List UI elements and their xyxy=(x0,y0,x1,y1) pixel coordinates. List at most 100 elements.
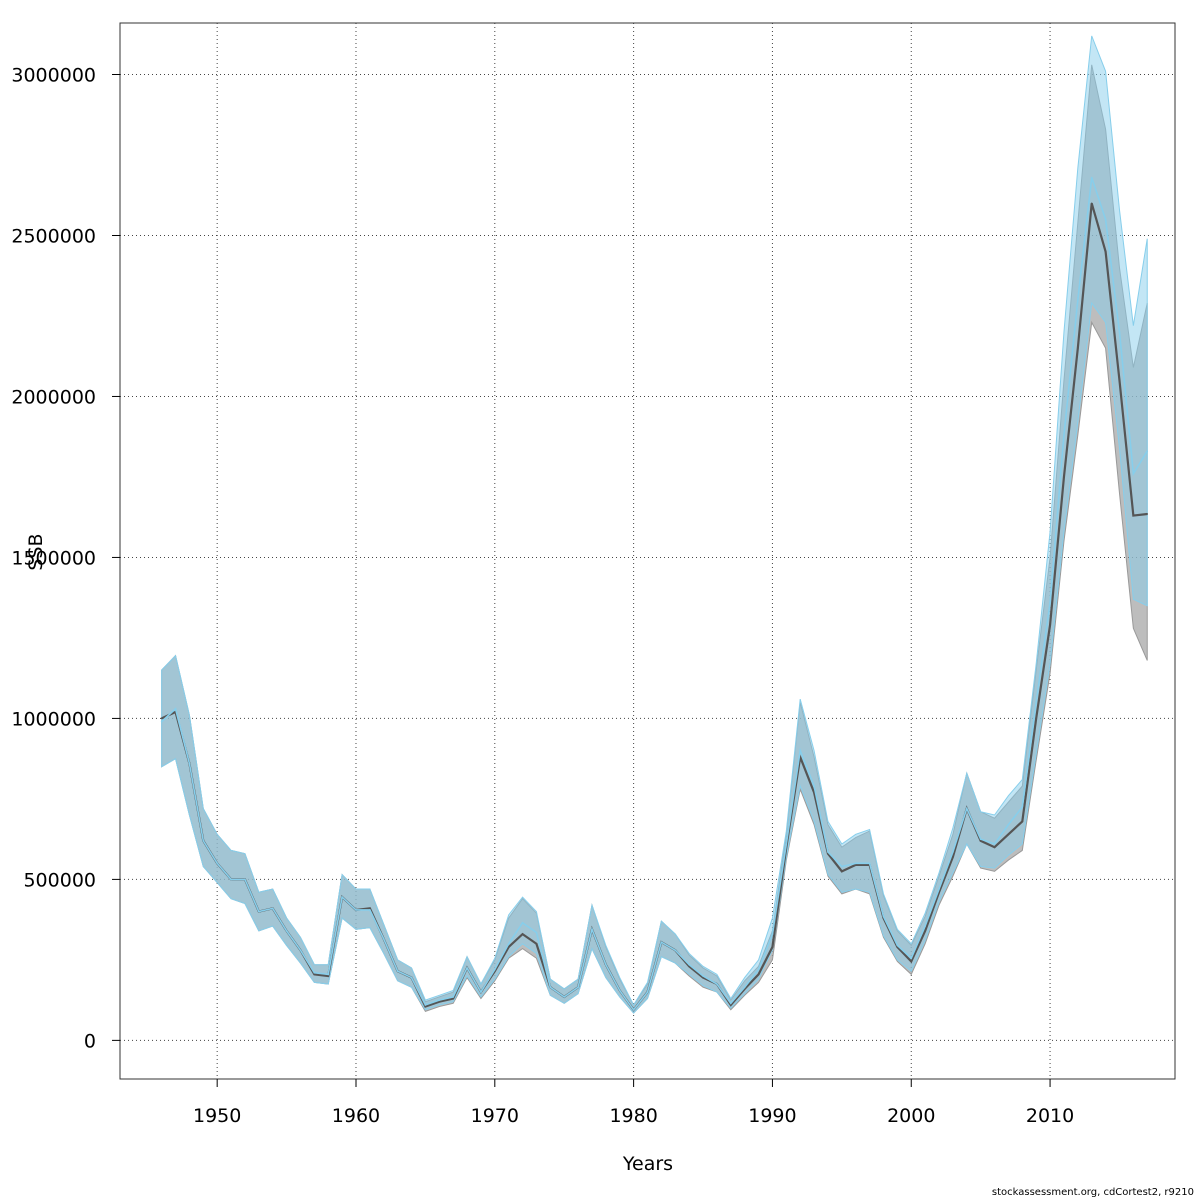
series-1-point xyxy=(813,791,815,794)
series-1-point xyxy=(924,930,926,932)
series-1-point xyxy=(1118,379,1121,382)
series-2-point xyxy=(632,1008,635,1011)
series-1-point xyxy=(854,864,857,866)
series-1-point xyxy=(313,973,316,976)
series-2-point xyxy=(174,707,177,710)
series-2-point xyxy=(910,957,913,960)
series-2-point xyxy=(577,986,579,989)
y-axis: 0 500000 1000000 1500000 2000000 2500000 30000… xyxy=(11,65,120,1052)
series-2-point xyxy=(688,963,690,966)
footer-credit: stockassessment.org, cdCortest2, r9210 xyxy=(991,1187,1194,1198)
series-2-point xyxy=(188,762,191,765)
series-1-point xyxy=(1021,820,1024,823)
series-2-point xyxy=(507,942,510,945)
series-2-point xyxy=(952,851,954,853)
series-1-point xyxy=(1077,347,1079,349)
series-2-point xyxy=(799,749,801,752)
series-1-point xyxy=(160,717,163,720)
series-2-point xyxy=(355,909,357,911)
series-2-point xyxy=(1049,601,1051,604)
series-1-point xyxy=(757,973,760,976)
x-tick-label: 1960 xyxy=(332,1105,380,1127)
series-1-point xyxy=(952,856,954,858)
series-2-point xyxy=(1090,176,1093,179)
series-lines xyxy=(160,176,1149,1012)
series-2-point xyxy=(938,888,940,890)
series-2-point xyxy=(396,970,399,972)
series-1-point xyxy=(1090,202,1093,205)
series-2-confidence-band xyxy=(161,35,1148,1014)
series-2-point xyxy=(743,986,746,989)
series-2-point xyxy=(868,862,871,865)
series-1-point xyxy=(841,870,843,873)
series-1-point xyxy=(1063,476,1065,478)
series-1-point xyxy=(1132,514,1135,517)
series-2-point xyxy=(1077,299,1079,301)
series-2-point xyxy=(771,933,774,935)
series-1-point xyxy=(771,946,774,948)
series-2-point xyxy=(841,865,843,868)
series-2-point xyxy=(924,925,926,927)
series-2-point xyxy=(521,922,524,924)
series-1-confidence-band xyxy=(161,64,1148,1014)
series-2-point xyxy=(660,941,663,943)
series-2-point xyxy=(299,949,302,952)
series-2-point xyxy=(702,975,704,977)
series-2-point xyxy=(410,976,413,979)
series-2-point xyxy=(1118,331,1121,333)
series-2-point xyxy=(993,843,996,845)
series-2-point xyxy=(438,999,441,1001)
series-2-point xyxy=(1146,450,1149,452)
y-tick-label: 0 xyxy=(84,1030,96,1052)
series-2-point xyxy=(494,968,496,971)
series-2-point xyxy=(646,991,649,993)
series-2-point xyxy=(757,968,760,971)
series-2-point xyxy=(160,720,163,723)
series-2-point xyxy=(1063,434,1065,436)
series-2-point xyxy=(605,963,607,966)
series-2-point xyxy=(785,843,788,845)
series-2-point xyxy=(674,949,677,952)
series-1-point xyxy=(1049,624,1051,626)
series-2-point xyxy=(466,967,468,969)
series-1-point xyxy=(729,1004,732,1006)
series-2-point xyxy=(369,909,371,911)
series-2-point xyxy=(813,785,815,787)
series-2-point xyxy=(327,973,330,976)
series-1-point xyxy=(507,946,510,948)
series-1-point xyxy=(438,1000,441,1003)
series-1-point xyxy=(1104,250,1107,253)
series-1-point xyxy=(979,839,982,842)
plot-frame xyxy=(119,22,1176,1080)
series-2-point xyxy=(535,931,538,934)
series-2-point xyxy=(896,944,899,947)
series-2-point xyxy=(258,910,260,913)
series-2-point xyxy=(979,838,982,840)
x-tick-label: 1970 xyxy=(471,1105,519,1127)
x-tick-label: 2000 xyxy=(887,1105,935,1127)
series-2-point xyxy=(202,839,205,842)
series-2-point xyxy=(549,986,552,989)
series-1-point xyxy=(1007,833,1010,836)
series-2-point xyxy=(965,807,968,810)
y-tick-label: 2000000 xyxy=(11,386,96,408)
x-axis-title: Years xyxy=(622,1153,673,1175)
y-tick-label: 3000000 xyxy=(11,65,96,87)
series-2-point xyxy=(382,938,385,940)
series-1-point xyxy=(702,976,704,979)
series-2-point xyxy=(424,1004,427,1006)
x-tick-label: 2010 xyxy=(1026,1105,1074,1127)
series-2-point xyxy=(244,878,246,881)
series-1-point xyxy=(369,907,371,910)
series-1-point xyxy=(535,942,538,945)
series-1-point xyxy=(327,975,330,977)
series-1-point xyxy=(424,1005,427,1008)
series-2-point xyxy=(1104,218,1107,221)
series-2-point xyxy=(271,907,274,910)
series-2-point xyxy=(716,983,718,985)
series-2-point xyxy=(452,996,454,998)
series-2-point xyxy=(480,991,482,993)
series-2-point xyxy=(1132,472,1135,475)
series-2-point xyxy=(854,862,857,865)
